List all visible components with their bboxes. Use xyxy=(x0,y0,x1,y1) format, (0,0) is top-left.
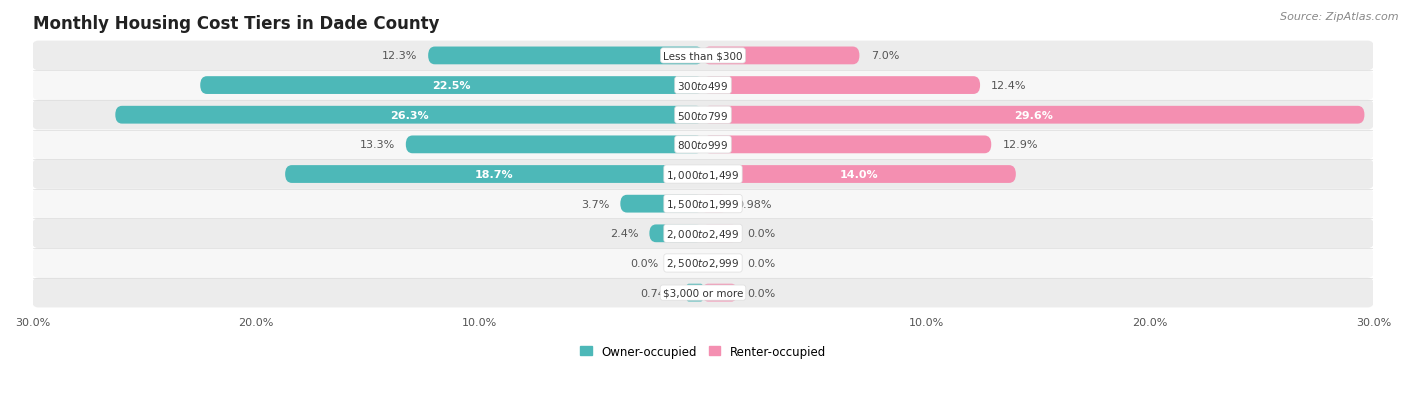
Text: 14.0%: 14.0% xyxy=(841,170,879,180)
Text: 18.7%: 18.7% xyxy=(475,170,513,180)
Text: $500 to $799: $500 to $799 xyxy=(678,109,728,121)
FancyBboxPatch shape xyxy=(703,77,980,95)
Text: 12.3%: 12.3% xyxy=(381,51,418,61)
Text: Monthly Housing Cost Tiers in Dade County: Monthly Housing Cost Tiers in Dade Count… xyxy=(32,15,439,33)
FancyBboxPatch shape xyxy=(31,190,1375,219)
FancyBboxPatch shape xyxy=(31,41,1375,71)
FancyBboxPatch shape xyxy=(31,71,1375,101)
FancyBboxPatch shape xyxy=(650,225,703,242)
FancyBboxPatch shape xyxy=(686,284,703,302)
Text: 0.0%: 0.0% xyxy=(748,259,776,268)
Text: $300 to $499: $300 to $499 xyxy=(678,80,728,92)
FancyBboxPatch shape xyxy=(703,225,737,242)
Text: 2.4%: 2.4% xyxy=(610,229,638,239)
FancyBboxPatch shape xyxy=(31,160,1375,190)
FancyBboxPatch shape xyxy=(669,254,703,272)
FancyBboxPatch shape xyxy=(31,219,1375,249)
FancyBboxPatch shape xyxy=(703,47,859,65)
FancyBboxPatch shape xyxy=(429,47,703,65)
Text: $3,000 or more: $3,000 or more xyxy=(662,288,744,298)
FancyBboxPatch shape xyxy=(703,136,991,154)
FancyBboxPatch shape xyxy=(703,254,737,272)
FancyBboxPatch shape xyxy=(31,249,1375,278)
Text: 12.9%: 12.9% xyxy=(1002,140,1038,150)
Text: 0.0%: 0.0% xyxy=(748,229,776,239)
Text: $2,000 to $2,499: $2,000 to $2,499 xyxy=(666,227,740,240)
FancyBboxPatch shape xyxy=(703,195,725,213)
Text: 26.3%: 26.3% xyxy=(389,110,429,121)
Text: Source: ZipAtlas.com: Source: ZipAtlas.com xyxy=(1281,12,1399,22)
Text: $1,500 to $1,999: $1,500 to $1,999 xyxy=(666,198,740,211)
Text: 3.7%: 3.7% xyxy=(581,199,609,209)
Legend: Owner-occupied, Renter-occupied: Owner-occupied, Renter-occupied xyxy=(575,340,831,363)
Text: 7.0%: 7.0% xyxy=(870,51,898,61)
Text: 0.0%: 0.0% xyxy=(630,259,658,268)
Text: 0.0%: 0.0% xyxy=(748,288,776,298)
Text: 0.98%: 0.98% xyxy=(737,199,772,209)
Text: 12.4%: 12.4% xyxy=(991,81,1026,91)
FancyBboxPatch shape xyxy=(200,77,703,95)
FancyBboxPatch shape xyxy=(285,166,703,183)
FancyBboxPatch shape xyxy=(620,195,703,213)
FancyBboxPatch shape xyxy=(703,107,1364,124)
Text: 22.5%: 22.5% xyxy=(433,81,471,91)
Text: 13.3%: 13.3% xyxy=(360,140,395,150)
FancyBboxPatch shape xyxy=(703,166,1017,183)
Text: $1,000 to $1,499: $1,000 to $1,499 xyxy=(666,168,740,181)
FancyBboxPatch shape xyxy=(406,136,703,154)
FancyBboxPatch shape xyxy=(115,107,703,124)
Text: 29.6%: 29.6% xyxy=(1014,110,1053,121)
FancyBboxPatch shape xyxy=(31,278,1375,308)
Text: $2,500 to $2,999: $2,500 to $2,999 xyxy=(666,257,740,270)
Text: Less than $300: Less than $300 xyxy=(664,51,742,61)
FancyBboxPatch shape xyxy=(703,284,737,302)
Text: 0.74%: 0.74% xyxy=(640,288,675,298)
Text: $800 to $999: $800 to $999 xyxy=(678,139,728,151)
FancyBboxPatch shape xyxy=(31,130,1375,160)
FancyBboxPatch shape xyxy=(31,101,1375,130)
